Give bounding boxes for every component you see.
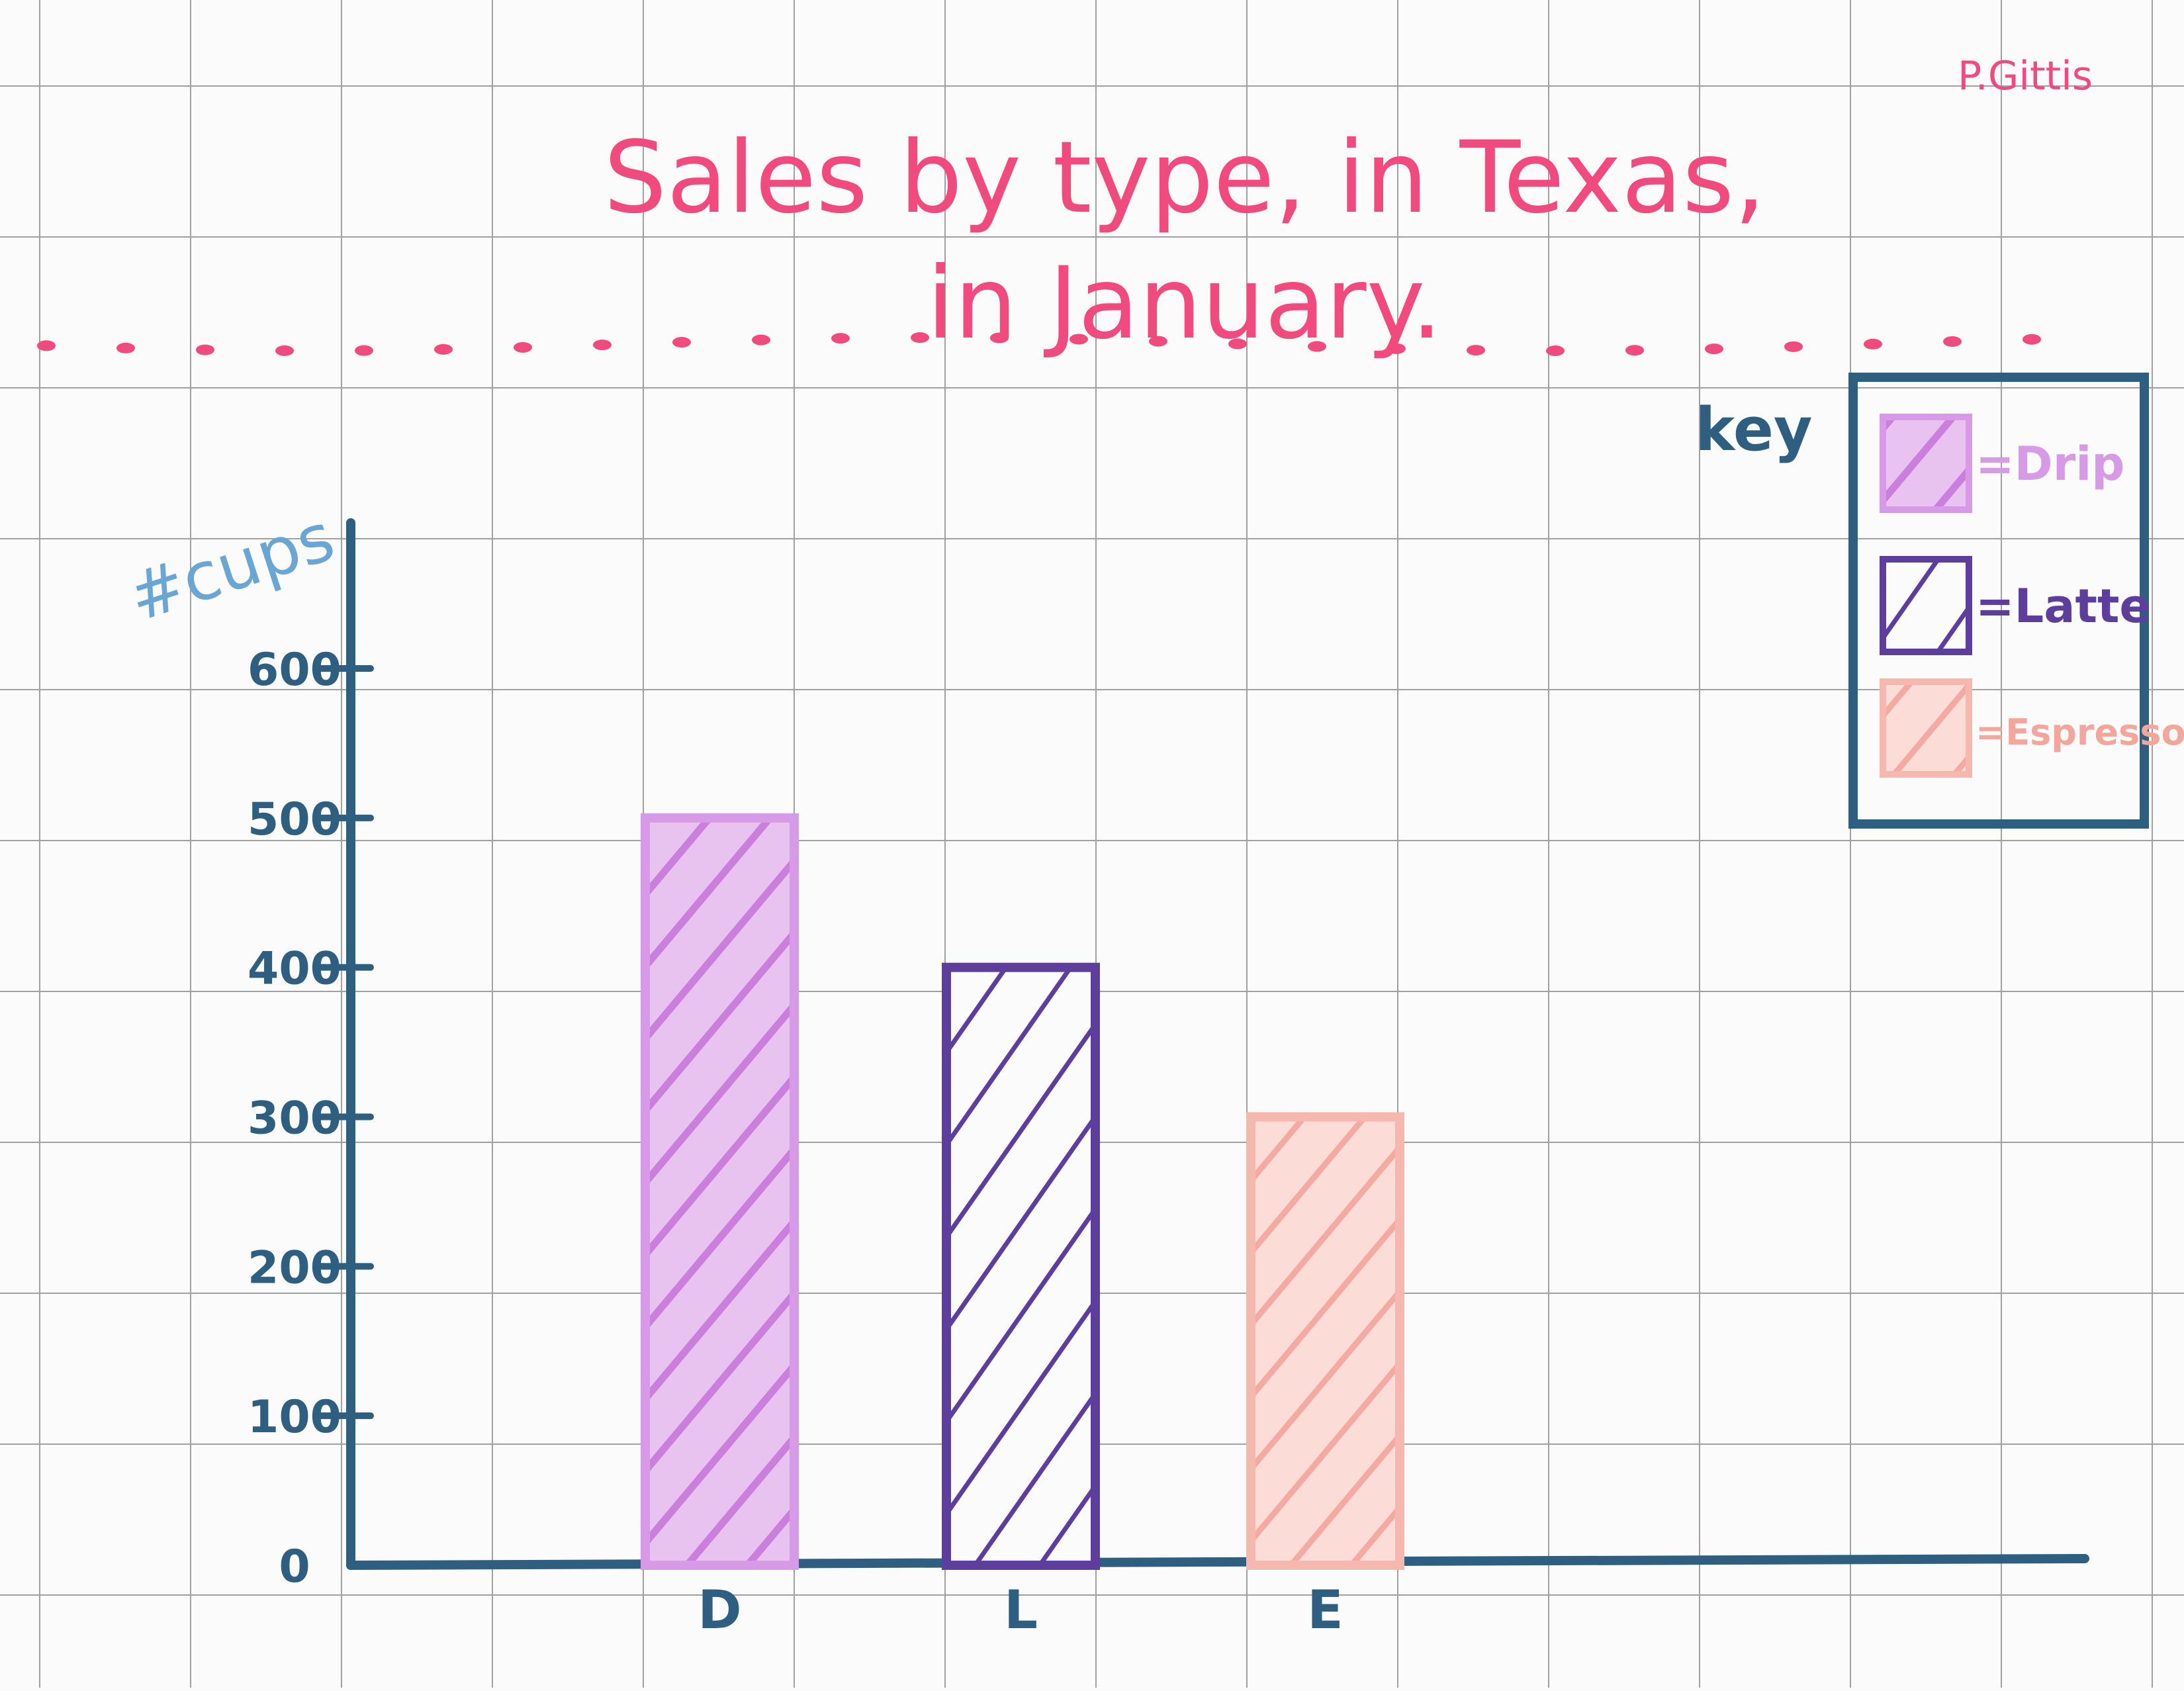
y-tick-label: 500	[248, 794, 341, 846]
separator-dot	[196, 344, 214, 355]
separator-dot	[2023, 334, 2041, 345]
y-tick-label: 400	[248, 943, 341, 995]
separator-dot	[593, 340, 612, 351]
chart-title: Sales by type, in Texas,	[604, 120, 1766, 236]
y-tick-label: 600	[248, 644, 341, 696]
separator-dot	[1943, 336, 1962, 347]
separator-dot	[1864, 338, 1882, 349]
bars	[641, 813, 1404, 1570]
bar-l	[942, 962, 1100, 1570]
legend-box	[1848, 373, 2149, 829]
separator-dot	[355, 345, 373, 356]
separator-dot	[752, 334, 770, 345]
x-axis	[346, 1554, 2089, 1570]
legend-swatch	[1880, 678, 1972, 778]
y-tick-label: 200	[248, 1242, 341, 1294]
bar-e	[1246, 1112, 1404, 1570]
separator-dot	[514, 342, 532, 353]
separator-dot	[1625, 345, 1644, 356]
separator-dot	[434, 343, 453, 355]
x-tick-label: L	[1004, 1579, 1038, 1641]
x-tick-label: D	[698, 1579, 741, 1641]
separator-dot	[1149, 336, 1167, 347]
legend-swatch	[1880, 414, 1972, 513]
separator-dot	[37, 340, 56, 351]
separator-dot	[1308, 341, 1326, 352]
y-axis-label: #cups	[119, 498, 343, 636]
x-tick-label: E	[1307, 1579, 1343, 1641]
legend-label: =Latte	[1976, 579, 2151, 633]
legend-entries: =Drip =Latte =Espresso	[1880, 414, 2184, 778]
legend-title: key	[1695, 395, 1812, 465]
dotted-separator	[37, 332, 2041, 356]
separator-dot	[1228, 338, 1247, 349]
legend-label: =Espresso	[1976, 711, 2184, 753]
separator-dot	[1705, 343, 1723, 355]
separator-dot	[831, 333, 850, 344]
separator-dot	[1387, 343, 1406, 354]
separator-dot	[1784, 341, 1803, 352]
separator-dot	[1546, 345, 1565, 356]
separator-dot	[116, 342, 135, 353]
y-tick-label: 100	[248, 1391, 341, 1443]
separator-dot	[911, 332, 929, 343]
chart-subtitle: in January.	[927, 246, 1442, 361]
separator-dot	[672, 337, 691, 348]
y-tick-label: 0	[279, 1541, 310, 1593]
author-signature: P.Gittis	[1958, 53, 2093, 99]
legend-swatch	[1880, 556, 1972, 655]
separator-dot	[990, 332, 1009, 343]
separator-dot	[275, 345, 294, 356]
legend-label: =Drip	[1976, 437, 2124, 491]
separator-dot	[1069, 334, 1088, 345]
y-tick-label: 300	[248, 1093, 341, 1145]
bar-d	[641, 813, 799, 1570]
y-ticks: 0 100 200 300 400 500 600	[248, 644, 374, 1593]
separator-dot	[1467, 345, 1485, 356]
